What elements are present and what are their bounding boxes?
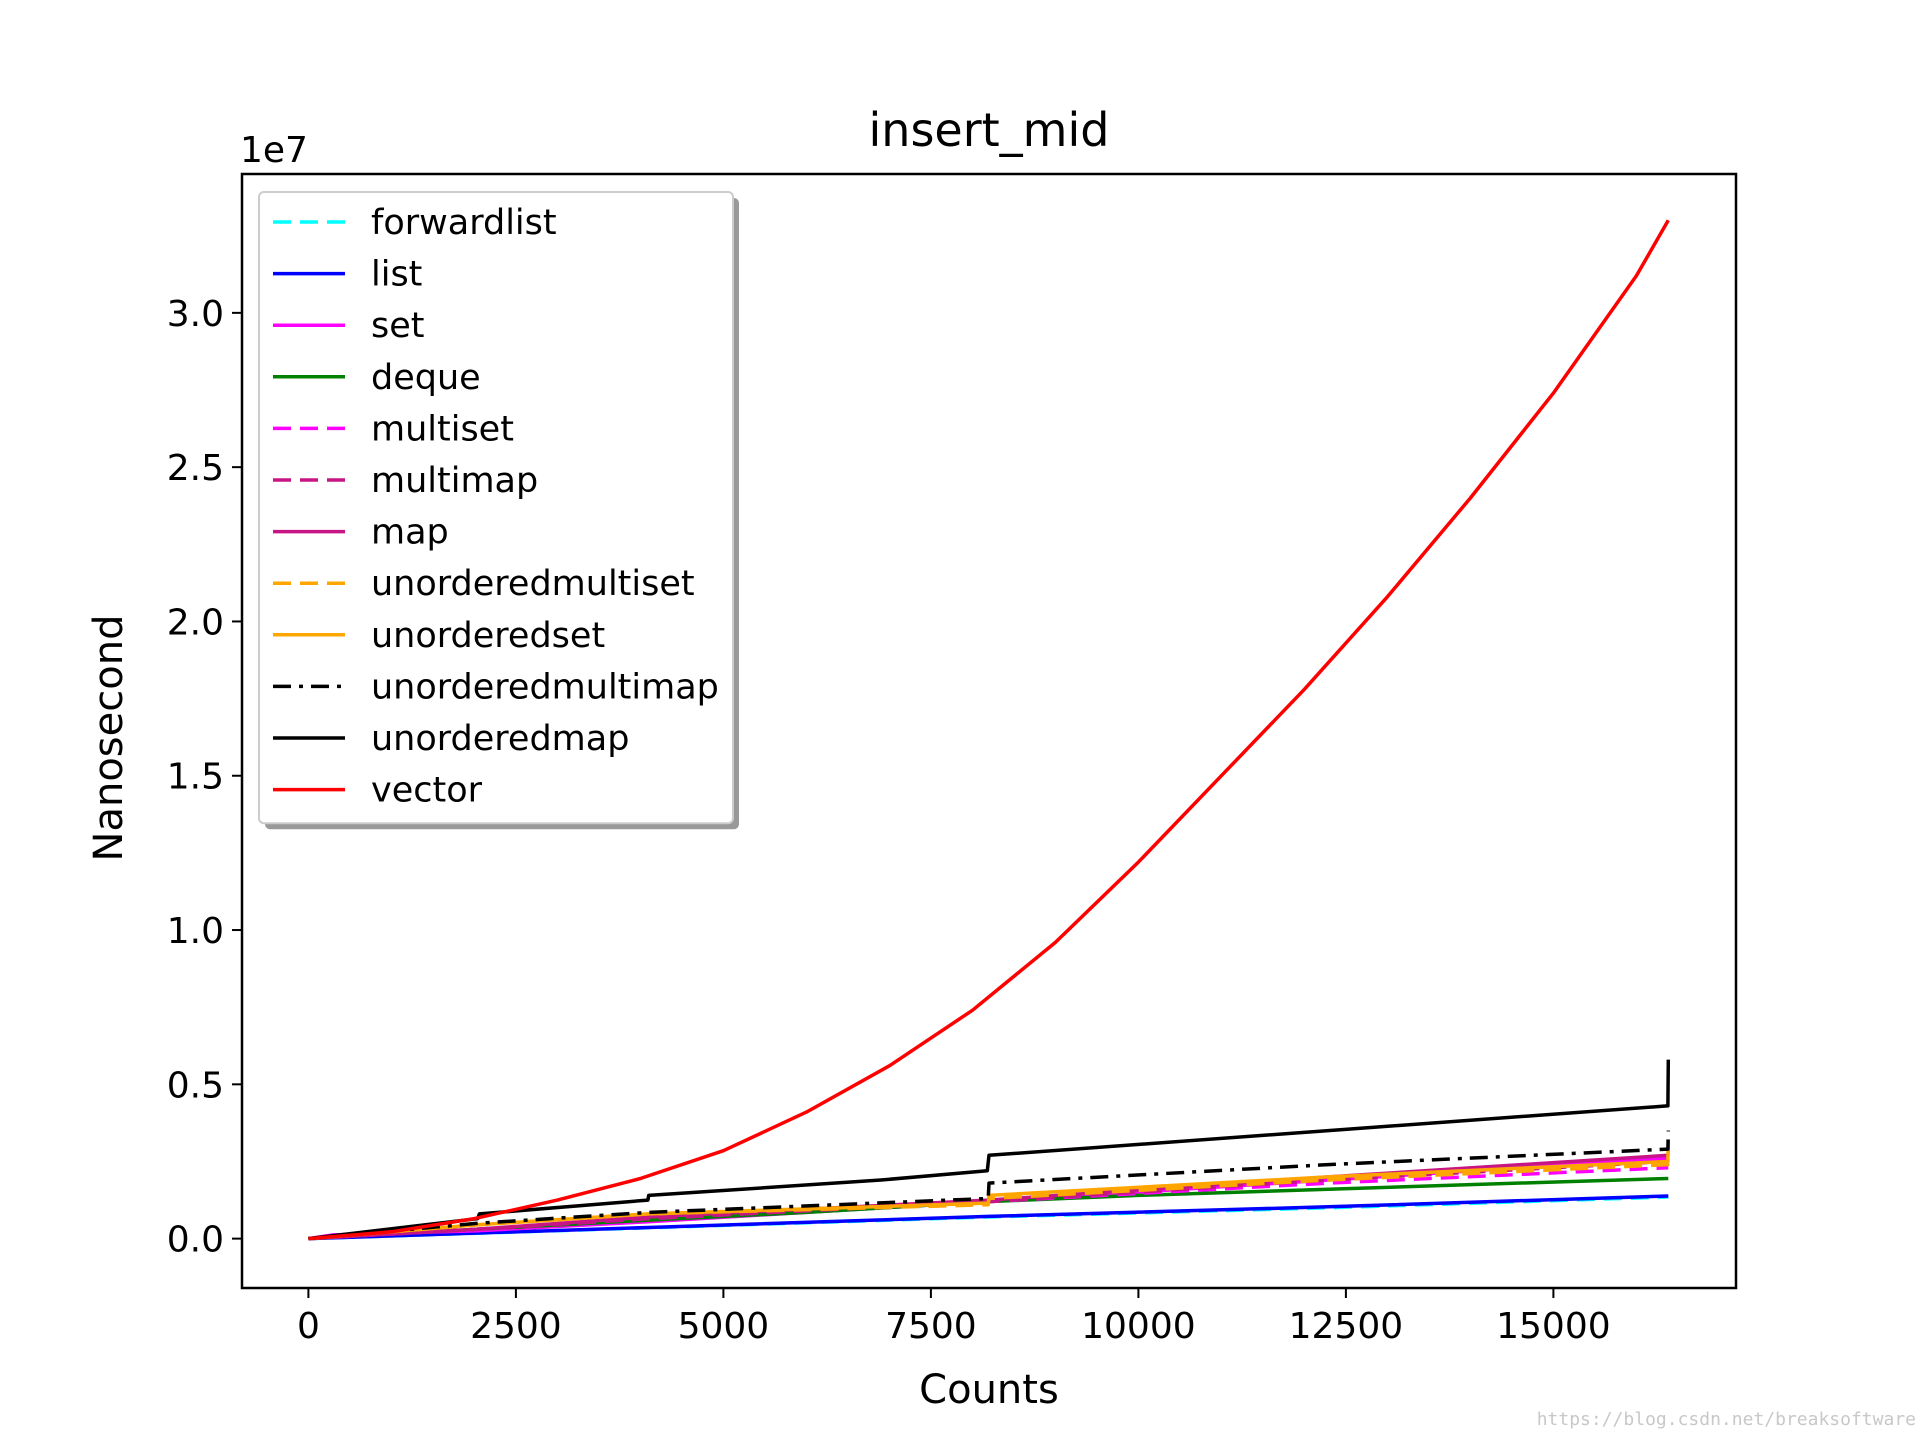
plot-frame xyxy=(240,172,1738,1290)
legend-box xyxy=(258,191,734,825)
y-tick-label: 1.0 xyxy=(167,911,224,952)
x-tick-label: 10000 xyxy=(1081,1306,1196,1347)
series-line-unorderedmultimap xyxy=(308,1130,1671,1241)
series-line-unorderedmap xyxy=(308,1059,1671,1241)
x-axis-title: Counts xyxy=(919,1367,1059,1413)
x-tick-label: 12500 xyxy=(1289,1306,1404,1347)
series-lines xyxy=(308,219,1671,1241)
legend-label-forwardlist: forwardlist xyxy=(371,203,557,243)
legend-label-list: list xyxy=(371,255,422,295)
chart-title: insert_mid xyxy=(869,103,1110,157)
plot-area xyxy=(240,172,1738,1290)
series-line-vector xyxy=(308,219,1670,1241)
legend-label-unorderedmap: unorderedmap xyxy=(371,719,629,759)
y-offset-label: 1e7 xyxy=(240,130,308,171)
y-tick-label: 2.0 xyxy=(167,602,224,643)
series-line-list xyxy=(308,1194,1669,1241)
x-tick-label: 5000 xyxy=(678,1306,770,1347)
y-axis-title: Nanosecond xyxy=(86,615,132,862)
x-axis: 0 2500 5000 7500 10000 12500 15000 xyxy=(297,1288,1611,1347)
x-tick-label: 7500 xyxy=(885,1306,977,1347)
x-tick-label: 0 xyxy=(297,1306,320,1347)
legend-label-multimap: multimap xyxy=(371,461,538,501)
legend-label-unorderedset: unorderedset xyxy=(371,616,605,656)
y-axis: 0.0 0.5 1.0 1.5 2.0 2.5 3.0 xyxy=(167,294,242,1261)
y-tick-label: 1.5 xyxy=(167,757,224,798)
y-tick-label: 2.5 xyxy=(167,448,224,489)
legend-label-map: map xyxy=(371,513,449,553)
x-tick-label: 2500 xyxy=(470,1306,562,1347)
x-tick-label: 15000 xyxy=(1496,1306,1611,1347)
y-tick-label: 0.0 xyxy=(167,1220,224,1261)
legend-label-multiset: multiset xyxy=(371,409,514,449)
legend-label-set: set xyxy=(371,306,425,346)
legend-label-deque: deque xyxy=(371,358,481,398)
y-tick-label: 0.5 xyxy=(167,1065,224,1106)
y-tick-label: 3.0 xyxy=(167,294,224,335)
legend-label-unorderedmultimap: unorderedmultimap xyxy=(371,667,719,707)
watermark: https://blog.csdn.net/breaksoftware xyxy=(1536,1409,1916,1430)
legend: forwardlist list set deque multiset multimap m… xyxy=(258,191,739,830)
legend-label-unorderedmultiset: unorderedmultiset xyxy=(371,564,695,604)
legend-label-vector: vector xyxy=(371,771,483,811)
